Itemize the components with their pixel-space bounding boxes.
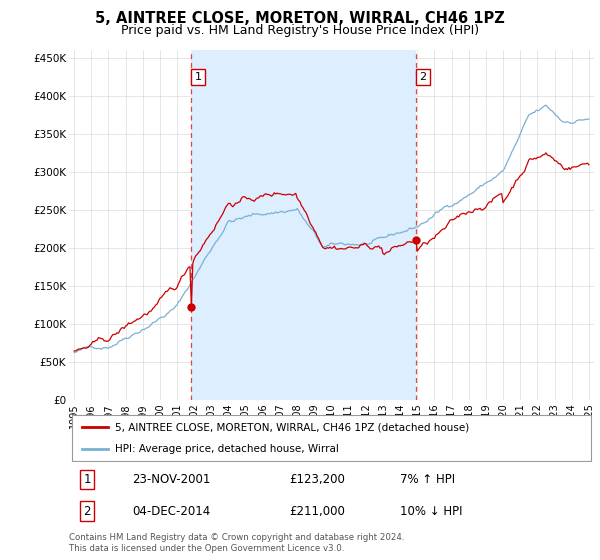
Text: 5, AINTREE CLOSE, MORETON, WIRRAL, CH46 1PZ (detached house): 5, AINTREE CLOSE, MORETON, WIRRAL, CH46 … bbox=[115, 422, 469, 432]
Text: 2: 2 bbox=[83, 505, 91, 517]
Text: 10% ↓ HPI: 10% ↓ HPI bbox=[400, 505, 462, 517]
Text: 5, AINTREE CLOSE, MORETON, WIRRAL, CH46 1PZ: 5, AINTREE CLOSE, MORETON, WIRRAL, CH46 … bbox=[95, 11, 505, 26]
Text: £211,000: £211,000 bbox=[290, 505, 346, 517]
Text: Price paid vs. HM Land Registry's House Price Index (HPI): Price paid vs. HM Land Registry's House … bbox=[121, 24, 479, 36]
Text: £123,200: £123,200 bbox=[290, 473, 346, 486]
Text: 7% ↑ HPI: 7% ↑ HPI bbox=[400, 473, 455, 486]
Text: 1: 1 bbox=[83, 473, 91, 486]
Text: 23-NOV-2001: 23-NOV-2001 bbox=[132, 473, 211, 486]
Text: 04-DEC-2014: 04-DEC-2014 bbox=[132, 505, 210, 517]
Text: Contains HM Land Registry data © Crown copyright and database right 2024.
This d: Contains HM Land Registry data © Crown c… bbox=[69, 533, 404, 553]
FancyBboxPatch shape bbox=[71, 416, 592, 461]
Bar bbox=[191, 50, 416, 400]
Text: 1: 1 bbox=[195, 72, 202, 82]
Text: 2: 2 bbox=[419, 72, 427, 82]
Text: HPI: Average price, detached house, Wirral: HPI: Average price, detached house, Wirr… bbox=[115, 444, 339, 454]
